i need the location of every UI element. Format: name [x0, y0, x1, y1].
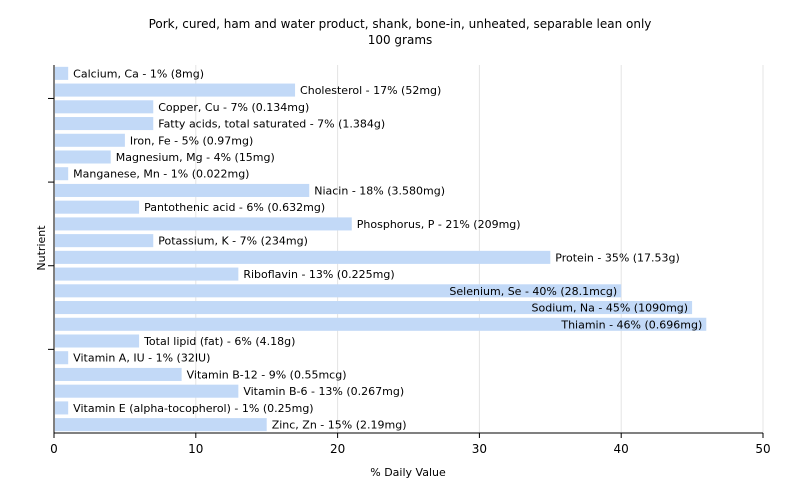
- bar-11: [55, 250, 551, 264]
- bar-label-10: Potassium, K - 7% (234mg): [158, 235, 308, 248]
- bar-21: [55, 418, 267, 432]
- bar-label-13: Selenium, Se - 40% (28.1mcg): [449, 285, 617, 298]
- bar-label-20: Vitamin E (alpha-tocopherol) - 1% (0.25m…: [73, 402, 313, 415]
- bar-label-17: Vitamin A, IU - 1% (32IU): [73, 352, 210, 365]
- bar-4: [55, 133, 125, 147]
- bar-14: [55, 301, 693, 315]
- bar-label-5: Magnesium, Mg - 4% (15mg): [116, 151, 275, 164]
- x-tick-label-2: 20: [330, 442, 345, 456]
- bar-label-4: Iron, Fe - 5% (0.97mg): [130, 134, 253, 147]
- bar-label-21: Zinc, Zn - 15% (2.19mg): [272, 419, 407, 432]
- bar-20: [55, 401, 69, 415]
- bar-15: [55, 317, 707, 331]
- bar-label-1: Cholesterol - 17% (52mg): [300, 84, 441, 97]
- bar-label-0: Calcium, Ca - 1% (8mg): [73, 67, 204, 80]
- bar-2: [55, 100, 154, 114]
- bar-8: [55, 200, 140, 214]
- bar-label-9: Phosphorus, P - 21% (209mg): [357, 218, 521, 231]
- bar-label-16: Total lipid (fat) - 6% (4.18g): [143, 335, 295, 348]
- x-tick-label-4: 40: [614, 442, 629, 456]
- bar-label-11: Protein - 35% (17.53g): [555, 251, 680, 264]
- bar-9: [55, 217, 352, 231]
- bars: Calcium, Ca - 1% (8mg) Cholesterol - 17% …: [55, 66, 707, 432]
- bar-label-12: Riboflavin - 13% (0.225mg): [243, 268, 394, 281]
- bar-10: [55, 234, 154, 248]
- bar-label-3: Fatty acids, total saturated - 7% (1.384…: [158, 118, 385, 131]
- chart-title: Pork, cured, ham and water product, shan…: [149, 17, 652, 31]
- bar-label-6: Manganese, Mn - 1% (0.022mg): [73, 168, 249, 181]
- bar-12: [55, 267, 239, 281]
- bar-18: [55, 367, 182, 381]
- bar-label-18: Vitamin B-12 - 9% (0.55mcg): [187, 368, 347, 381]
- bar-label-14: Sodium, Na - 45% (1090mg): [532, 302, 689, 315]
- x-tick-label-5: 50: [755, 442, 770, 456]
- bar-16: [55, 334, 140, 348]
- bar-label-7: Niacin - 18% (3.580mg): [314, 184, 445, 197]
- grid: [195, 65, 764, 433]
- x-tick-label-3: 30: [472, 442, 487, 456]
- bar-1: [55, 83, 296, 97]
- bar-5: [55, 150, 111, 164]
- bar-label-8: Pantothenic acid - 6% (0.632mg): [144, 201, 325, 214]
- bar-0: [55, 66, 69, 80]
- bar-13: [55, 284, 622, 298]
- bar-19: [55, 384, 239, 398]
- x-tick-label-1: 10: [188, 442, 203, 456]
- bar-label-15: Thiamin - 46% (0.696mg): [560, 318, 702, 331]
- bar-label-19: Vitamin B-6 - 13% (0.267mg): [243, 385, 404, 398]
- bar-3: [55, 117, 154, 131]
- x-axis-label: % Daily Value: [370, 466, 446, 479]
- bar-label-2: Copper, Cu - 7% (0.134mg): [158, 101, 309, 114]
- bar-6: [55, 167, 69, 181]
- y-axis-label: Nutrient: [35, 225, 48, 271]
- chart-subtitle: 100 grams: [368, 33, 433, 47]
- axes: 0 10 20 30 40 50: [48, 65, 771, 456]
- x-tick-label-0: 0: [50, 442, 58, 456]
- bar-7: [55, 183, 310, 197]
- bar-17: [55, 351, 69, 365]
